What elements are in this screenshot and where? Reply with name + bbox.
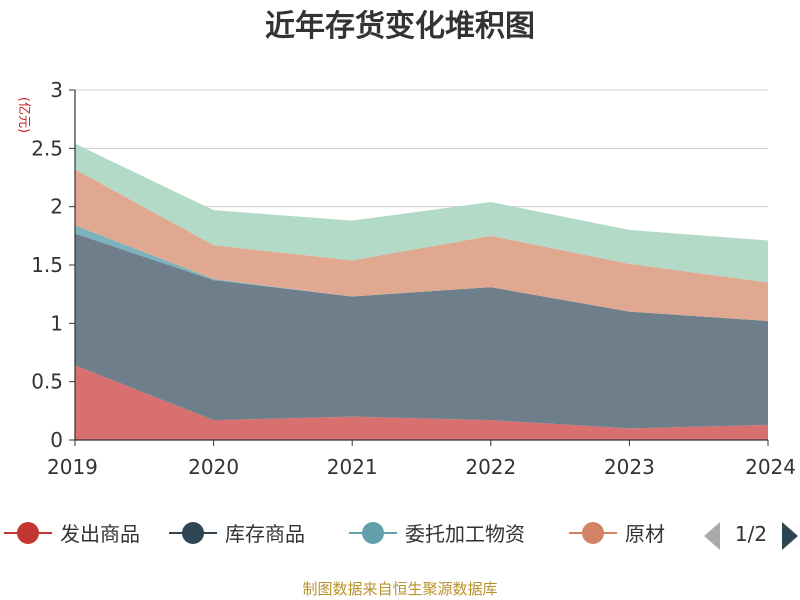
y-tick-label: 2 [50,195,63,219]
legend[interactable]: 发出商品 库存商品 委托加工物资 原材 1/2 [4,515,800,555]
legend-marker [582,522,604,544]
legend-item-1[interactable]: 发出商品 [4,522,140,546]
chart-title: 近年存货变化堆积图 [265,9,535,44]
legend-item-3[interactable]: 委托加工物资 [349,522,525,546]
legend-marker [362,522,384,544]
stacked-areas [75,143,768,440]
x-tick-label: 2020 [188,455,239,479]
y-tick-label: 2.5 [31,136,63,160]
legend-page-indicator: 1/2 [735,522,767,546]
legend-item-4[interactable]: 原材 [569,522,665,546]
y-tick-label: 1 [50,311,63,335]
y-tick-label: 0 [50,428,63,452]
x-tick-label: 2019 [47,455,98,479]
legend-marker [182,522,204,544]
legend-label: 原材 [625,522,665,546]
legend-label: 发出商品 [60,522,140,546]
y-axis-unit-label: (亿元) [16,97,31,133]
axes: 0 0.5 1 1.5 2 2.5 3 2019 2020 2021 2022 2023 2024 [31,78,796,479]
legend-pager[interactable]: 1/2 [688,515,800,555]
prev-page-arrow-icon[interactable] [704,522,720,550]
y-tick-label: 0.5 [31,370,63,394]
y-tick-label: 1.5 [31,253,63,277]
legend-label: 库存商品 [225,522,305,546]
area-4[interactable] [75,169,768,321]
area-2[interactable] [75,233,768,429]
legend-label: 委托加工物资 [405,522,525,546]
y-tick-label: 3 [50,78,63,102]
data-source-note: 制图数据来自恒生聚源数据库 [302,580,497,598]
next-page-arrow-icon[interactable] [782,522,798,550]
x-tick-label: 2023 [604,455,655,479]
x-tick-label: 2021 [327,455,378,479]
legend-item-2[interactable]: 库存商品 [169,522,305,546]
x-tick-label: 2022 [465,455,516,479]
legend-marker [17,522,39,544]
x-tick-label: 2024 [745,455,796,479]
area-1[interactable] [75,365,768,440]
area-5[interactable] [75,143,768,283]
